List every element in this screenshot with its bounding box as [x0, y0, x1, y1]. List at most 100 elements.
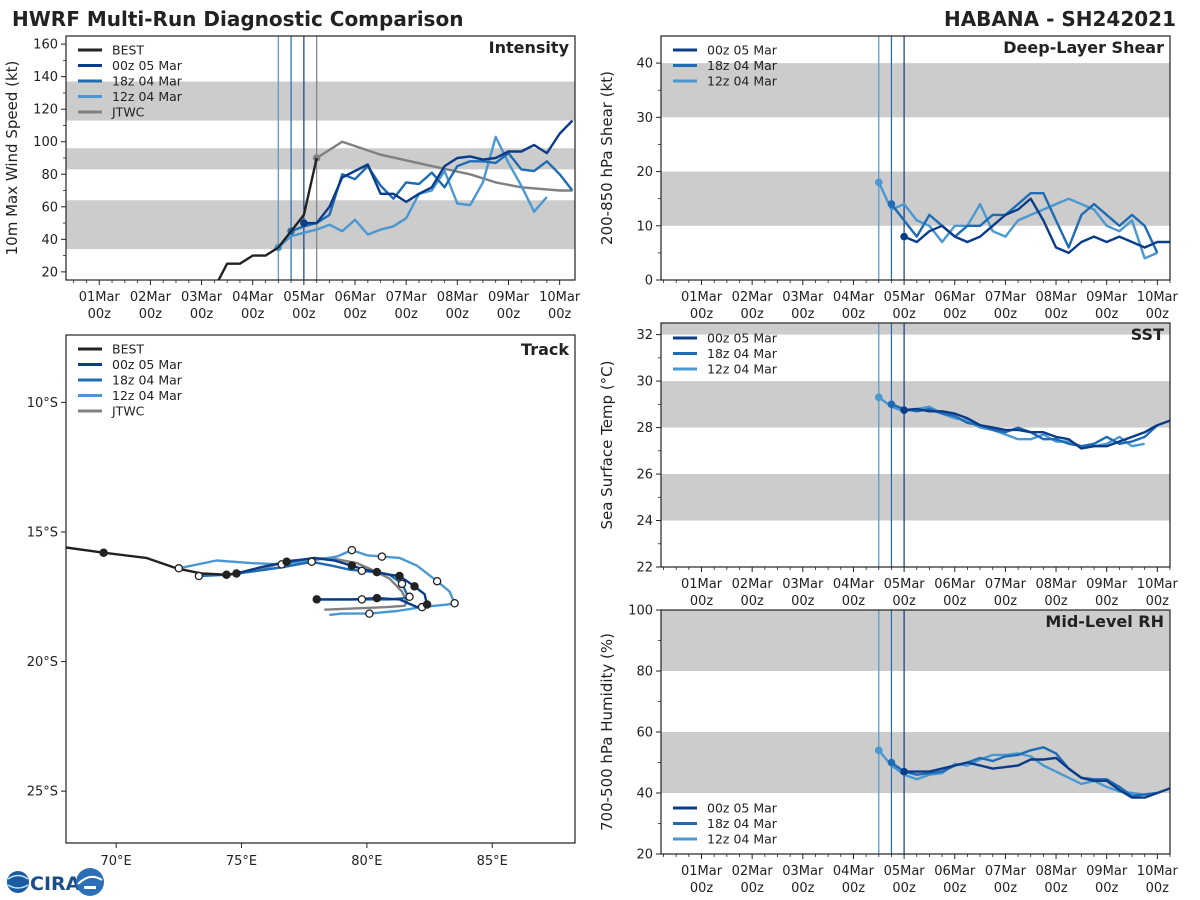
x-tick-label-date: 07Mar [985, 290, 1027, 305]
x-tick-label-hour: 00z [1095, 594, 1119, 609]
x-tick-label-hour: 00z [139, 307, 163, 322]
series-point-r00 [900, 406, 908, 414]
rh-panel: 20 40 60 80 100 01Mar 00z 02Mar 00z 03Mar 00z 04Mar… [598, 604, 1179, 897]
x-tick-label-hour: 00z [943, 307, 967, 322]
x-tick-label-date: 09Mar [1086, 864, 1128, 879]
satellite-icon [76, 868, 104, 896]
shaded-band [66, 148, 575, 170]
y-tick-label: 60 [41, 200, 58, 215]
x-tick-label-hour: 00z [842, 881, 866, 896]
x-tick-label-hour: 00z [943, 594, 967, 609]
x-tick-label-date: 07Mar [985, 577, 1027, 592]
x-tick-label-date: 04Mar [833, 864, 875, 879]
x-tick-label-hour: 00z [1044, 307, 1068, 322]
x-tick-label-date: 09Mar [488, 290, 530, 305]
legend-label-r00: 00z 05 Mar [707, 801, 778, 816]
y-tick-label: 40 [636, 57, 653, 72]
panel-title: Deep-Layer Shear [1003, 38, 1164, 57]
x-tick-label-date: 06Mar [934, 577, 976, 592]
legend-label-r00: 00z 05 Mar [707, 331, 778, 346]
track-point-r18 [194, 571, 204, 581]
figure-title: HWRF Multi-Run Diagnostic Comparison [12, 7, 463, 31]
track-point-best [99, 548, 108, 557]
x-tick-label-date: 01Mar [681, 864, 723, 879]
x-tick-label-date: 08Mar [437, 290, 479, 305]
x-tick-label: 70°E [101, 854, 132, 869]
x-tick-label-date: 03Mar [782, 290, 824, 305]
series-point-r12 [874, 746, 883, 755]
plot-frame [660, 35, 1171, 281]
y-tick-label: 30 [636, 111, 653, 126]
x-tick-label-hour: 00z [497, 307, 521, 322]
x-tick-label-hour: 00z [1095, 307, 1119, 322]
x-tick-label-date: 07Mar [386, 290, 428, 305]
x-tick-label-date: 09Mar [1086, 290, 1128, 305]
x-tick-label-hour: 00z [690, 307, 714, 322]
track-point-r18 [307, 557, 316, 567]
x-tick-label-hour: 00z [994, 307, 1018, 322]
x-tick-label-date: 09Mar [1086, 577, 1128, 592]
legend-label-best: BEST [112, 43, 144, 58]
panel-title: SST [1131, 325, 1164, 344]
track-point-best [232, 569, 241, 578]
y-tick-label: 25°S [27, 785, 58, 800]
x-tick-label-hour: 00z [740, 307, 764, 322]
track-point-best [222, 570, 231, 579]
shaded-band [661, 171, 1170, 226]
y-axis-label: 10m Max Wind Speed (kt) [3, 61, 21, 256]
x-tick-label-date: 04Mar [833, 290, 875, 305]
x-tick-label-date: 07Mar [985, 864, 1027, 879]
cira-logo: CIRA [7, 868, 104, 896]
x-tick-label-date: 02Mar [732, 577, 774, 592]
x-tick-label-date: 06Mar [934, 864, 976, 879]
legend-label-r18: 18z 04 Mar [707, 58, 778, 73]
legend-label-r18: 18z 04 Mar [707, 346, 778, 361]
x-tick-label-date: 10Mar [1137, 290, 1179, 305]
sst-panel: 22 24 26 28 30 32 01Mar 00z 02Mar 00z 03Mar 00z 04Ma… [598, 322, 1179, 609]
x-tick-label-hour: 00z [791, 594, 815, 609]
series-point-r18 [887, 400, 896, 409]
x-tick-label-date: 05Mar [884, 864, 926, 879]
x-tick-label-hour: 00z [740, 881, 764, 896]
x-tick-label-date: 01Mar [79, 290, 121, 305]
plot-frame [65, 334, 576, 844]
series-point-r00 [900, 232, 908, 241]
track-point-r12 [347, 545, 357, 555]
x-tick-label-hour: 00z [190, 307, 214, 322]
x-tick-label-hour: 00z [791, 881, 815, 896]
y-tick-label: 22 [636, 561, 653, 576]
y-tick-label: 80 [636, 665, 653, 680]
x-tick-label-date: 10Mar [539, 290, 581, 305]
storm-id-title: HABANA - SH242021 [944, 7, 1176, 31]
x-tick-label: 75°E [226, 854, 257, 869]
x-tick-label-date: 04Mar [232, 290, 274, 305]
intensity-panel: 20 40 60 80 100 120 140 160 01Mar 00z 02Mar 00z 03Ma… [3, 35, 581, 322]
track-point-r18 [357, 566, 367, 576]
y-tick-label: 20 [41, 265, 58, 280]
shaded-band [66, 200, 575, 250]
x-tick-label-date: 05Mar [283, 290, 325, 305]
series-line-r00 [903, 407, 1170, 450]
x-tick-label-date: 02Mar [732, 864, 774, 879]
legend-label-r00: 00z 05 Mar [112, 357, 183, 372]
legend-label-jtwc: JTWC [111, 404, 145, 419]
y-tick-label: 24 [636, 514, 653, 529]
shaded-band [661, 323, 1170, 335]
x-tick-label-hour: 00z [446, 307, 470, 322]
y-tick-label: 32 [636, 328, 653, 343]
x-tick-label-date: 01Mar [681, 290, 723, 305]
y-tick-label: 40 [41, 233, 58, 248]
x-tick-label-hour: 00z [1044, 881, 1068, 896]
series-point-r12 [874, 393, 883, 402]
track-panel: 70°E 75°E 80°E 85°E 10°S 15°S 20°S 25°S Track BES… [27, 334, 576, 869]
legend-label-r00: 00z 05 Mar [112, 58, 183, 73]
x-tick-label-hour: 00z [943, 881, 967, 896]
series-line-r12 [877, 749, 1158, 796]
x-tick-label-hour: 00z [842, 594, 866, 609]
x-tick-label-hour: 00z [892, 594, 916, 609]
y-tick-label: 30 [636, 375, 653, 390]
track-point-r12 [174, 564, 184, 573]
x-tick-label-hour: 00z [842, 307, 866, 322]
y-axis-label: 200-850 hPa Shear (kt) [598, 71, 616, 245]
